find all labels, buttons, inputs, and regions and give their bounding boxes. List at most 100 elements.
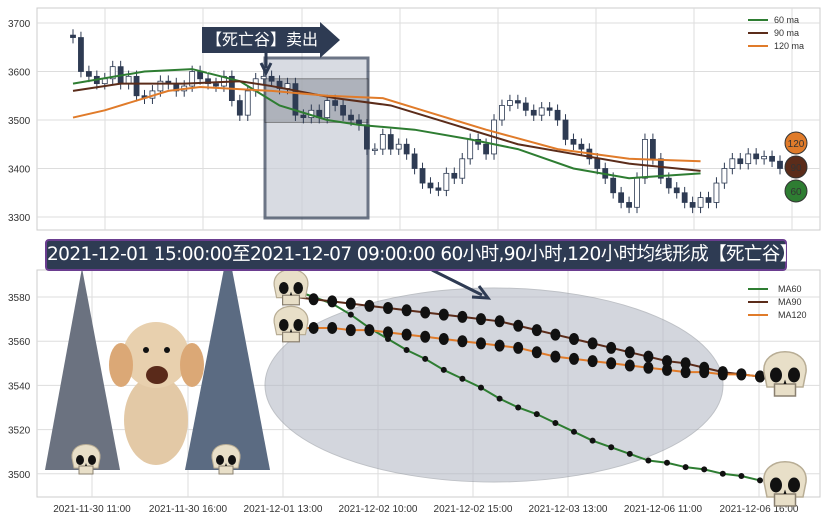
candle-body: [379, 134, 386, 150]
candle-body: [403, 143, 410, 155]
skull-nose: [783, 489, 787, 494]
candle-body: [578, 143, 585, 150]
ma-point-MA90: [327, 295, 338, 308]
top-y-tick-label: 3300: [8, 213, 31, 224]
ma-point-MA120: [438, 332, 449, 345]
ma-point-MA120: [457, 335, 468, 348]
candle-body: [753, 153, 760, 160]
ma-point-MA60: [645, 457, 652, 464]
candle-body: [451, 172, 458, 179]
candle-body: [197, 71, 204, 80]
candle-body: [78, 37, 84, 72]
candle-body: [514, 100, 521, 104]
top-ma-line-60-ma: [72, 68, 701, 180]
ma-point-MA60: [459, 375, 466, 382]
ma-point-MA120: [587, 355, 598, 368]
skull-nose: [783, 379, 787, 384]
skull-eye: [228, 455, 236, 465]
skull-eye: [293, 319, 303, 331]
candle-body: [594, 158, 601, 169]
ma-point-MA120: [550, 350, 561, 363]
ma-point-MA120: [476, 337, 486, 350]
ma-point-MA90: [494, 315, 505, 328]
tag-arrow-head: [320, 22, 340, 58]
legend-label: 120 ma: [774, 41, 804, 51]
ma-point-MA60: [440, 366, 447, 373]
skull-eye: [88, 455, 96, 465]
bottom-y-tick-label: 3500: [8, 470, 31, 481]
poodle-mouth: [146, 366, 168, 384]
candle-body: [125, 75, 132, 85]
ma-point-MA120: [308, 321, 319, 334]
candle-body: [109, 66, 116, 80]
ma-point-MA60: [347, 311, 354, 318]
x-tick-label: 2021-12-03 13:00: [529, 504, 608, 515]
pointer-arrow-icon: [431, 268, 492, 300]
ma-point-MA120: [699, 366, 710, 379]
candle-body: [189, 71, 196, 87]
skull-eye: [279, 319, 289, 331]
candle-body: [538, 107, 545, 116]
ma-point-MA60: [682, 464, 689, 471]
ma-point-MA90: [383, 302, 393, 315]
ma-point-MA60: [626, 450, 633, 457]
poodle-ear: [180, 343, 204, 387]
x-tick-label: 2021-12-06 11:00: [624, 504, 703, 515]
ma-point-MA90: [420, 306, 431, 319]
candle-body: [387, 134, 394, 150]
candle-body: [213, 83, 219, 87]
candle-body: [133, 75, 140, 97]
ma-point-MA60: [403, 347, 410, 354]
candle-body: [300, 114, 307, 118]
ma-point-MA60: [571, 428, 577, 435]
bottom-y-tick-label: 3560: [8, 337, 31, 348]
candle-body: [689, 202, 696, 208]
skull-jaw: [218, 465, 234, 475]
ma-point-MA90: [680, 357, 691, 370]
candle-body: [371, 148, 378, 152]
ma-point-MA90: [624, 346, 635, 359]
badge-label: 90: [790, 163, 802, 174]
down-arrow-icon: [259, 53, 273, 77]
ma-point-MA90: [643, 350, 654, 363]
ma-point-MA60: [422, 355, 429, 362]
bottom-y-tick-label: 3580: [8, 293, 31, 304]
ma-point-MA60: [515, 404, 522, 411]
legend-label: MA120: [778, 310, 807, 320]
skull-icon: [763, 351, 807, 397]
skull-icon: [273, 305, 309, 343]
highlight-ellipse: [264, 287, 724, 483]
candle-body: [395, 143, 402, 150]
x-tick-label: 2021-12-06 16:00: [720, 504, 799, 515]
ma-point-MA90: [438, 308, 449, 321]
ma-badge: [784, 155, 808, 179]
skull-icon: [71, 444, 101, 475]
ma-point-MA120: [494, 339, 505, 352]
ma-point-MA90: [550, 328, 561, 341]
poodle-body: [124, 375, 188, 465]
candle-body: [745, 153, 752, 165]
ma-point-MA120: [662, 363, 672, 376]
candle-body: [634, 177, 640, 208]
candle-body: [324, 100, 331, 118]
candle-body: [673, 187, 680, 194]
ma-point-MA60: [757, 477, 763, 484]
candle-body: [649, 138, 656, 160]
ma-point-MA120: [717, 368, 728, 381]
poodle-eye: [143, 347, 149, 353]
ma-badge: [784, 131, 808, 155]
ma-point-MA60: [701, 466, 708, 473]
ma-point-MA90: [401, 304, 412, 317]
ma-point-MA60: [496, 395, 503, 402]
skull-nose: [289, 291, 293, 296]
candle-body: [530, 109, 537, 116]
top-y-tick-label: 3700: [8, 19, 31, 30]
badge-circle: [784, 179, 808, 203]
candle-body: [777, 160, 783, 169]
ma-point-MA120: [401, 328, 412, 341]
candle-body: [697, 197, 704, 208]
candle-body: [205, 78, 211, 85]
candle-body: [570, 138, 577, 145]
